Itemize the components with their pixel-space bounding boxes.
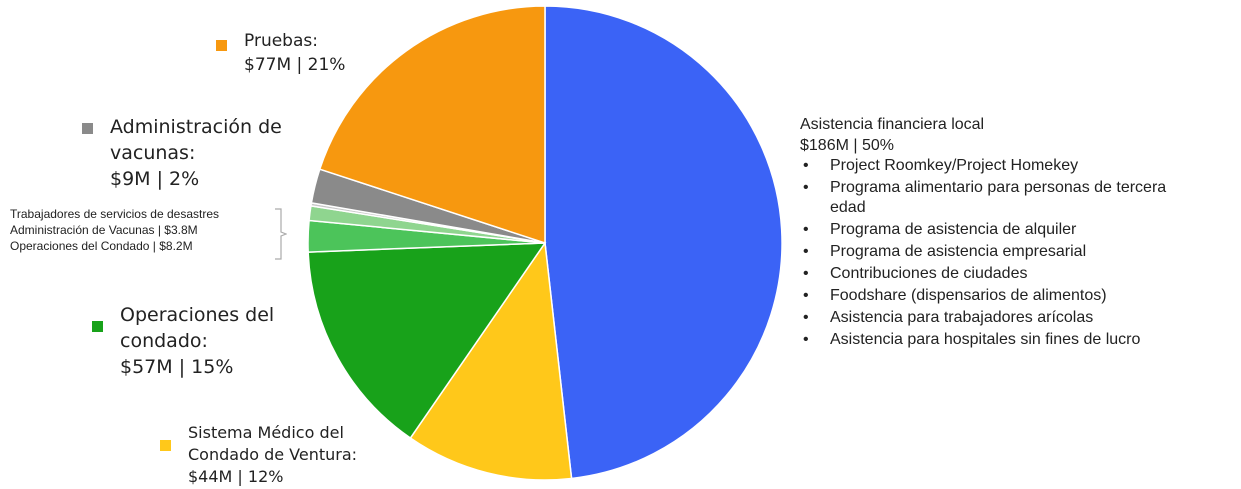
bullet-icon: • (803, 243, 809, 260)
asistencia-item: • Foodshare (dispensarios de alimentos) (803, 287, 1107, 304)
label-bracket (275, 208, 287, 260)
swatch-sistema-medico (160, 440, 171, 451)
asistencia-value: $186M | 50% (800, 137, 894, 154)
bullet-icon: • (803, 221, 809, 238)
pie-slice (318, 5, 546, 245)
sistema-line1: Sistema Médico del (188, 423, 344, 442)
admin-vacunas-line1: Administración de (110, 116, 282, 138)
operaciones-line2: condado: (120, 330, 208, 352)
asistencia-item: • Project Roomkey/Project Homekey (803, 157, 1079, 174)
bullet-icon: • (803, 179, 809, 196)
asistencia-list: • Project Roomkey/Project Homekey • Progra… (800, 156, 1240, 350)
asistencia-item-continuation: edad (830, 199, 866, 216)
small-line-1: Trabajadores de servicios de desastres (10, 207, 219, 221)
pie-slice (409, 240, 573, 481)
swatch-operaciones (92, 321, 103, 332)
asistencia-item: • Asistencia para trabajadores arícolas (803, 309, 1094, 326)
pruebas-value: $77M | 21% (244, 55, 346, 75)
pie-slice (307, 242, 547, 440)
legend-small-slices: Trabajadores de servicios de desastres A… (10, 206, 219, 254)
sistema-value: $44M | 12% (188, 467, 284, 486)
operaciones-value: $57M | 15% (120, 356, 234, 378)
asistencia-item: • Programa de asistencia de alquiler (803, 221, 1077, 238)
swatch-admin-vacunas (82, 123, 93, 134)
bullet-icon: • (803, 309, 809, 326)
legend-asistencia: Asistencia financiera local $186M | 50% … (800, 114, 1240, 352)
asistencia-title: Asistencia financiera local (800, 116, 985, 133)
asistencia-item: • Asistencia para hospitales sin fines de… (803, 331, 1141, 348)
asistencia-item: • Programa de asistencia empresarial (803, 243, 1087, 260)
pie-slice (544, 5, 783, 480)
bullet-icon: • (803, 287, 809, 304)
sistema-line2: Condado de Ventura: (188, 445, 358, 464)
asistencia-item: • Programa alimentario para personas de t… (803, 179, 1167, 196)
admin-vacunas-value: $9M | 2% (110, 168, 200, 190)
operaciones-line1: Operaciones del (120, 304, 275, 326)
bullet-icon: • (803, 265, 809, 282)
asistencia-item: • Contribuciones de ciudades (803, 265, 1028, 282)
bullet-icon: • (803, 331, 809, 348)
pruebas-name: Pruebas: (244, 31, 318, 51)
small-line-2: Administración de Vacunas | $3.8M (10, 223, 198, 237)
swatch-pruebas (216, 40, 227, 51)
admin-vacunas-line2: vacunas: (110, 142, 196, 164)
bullet-icon: • (803, 157, 809, 174)
small-line-3: Operaciones del Condado | $8.2M (10, 239, 193, 253)
